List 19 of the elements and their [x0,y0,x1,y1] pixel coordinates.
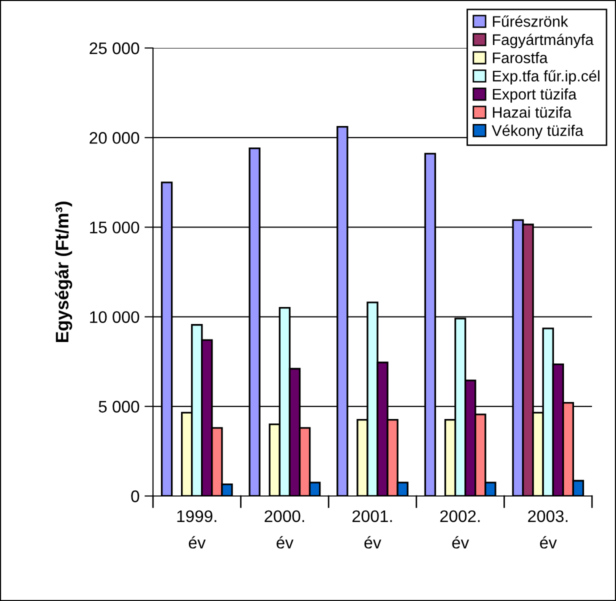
legend-label: Fűrészrönk [492,15,568,27]
y-tick-label: 15 000 [90,222,140,234]
legend-label: Exp.tfa fűr.ip.cél [492,70,600,84]
y-tick-label: 5 000 [98,400,140,413]
legend-label: Vékony tüzifa [492,124,584,140]
x-tick-label: 2000. év [264,510,304,549]
y-tick-label: 10 000 [90,311,140,324]
legend-label: Farostfa [492,52,548,64]
legend-label: Fagyártmányfa [492,34,594,48]
legend-label: Export tüzifa [492,88,577,103]
x-tick-label: 2002. év [440,510,480,549]
legend-label: Hazai tüzifa [492,106,572,118]
y-tick-label: 25 000 [90,42,140,54]
x-tick-label: 2001. év [352,510,392,549]
y-axis-title: Egységár (Ft/m³) [55,202,72,342]
y-tick-label: 0 [131,490,140,502]
y-tick-label: 20 000 [90,132,140,144]
x-tick-label: 1999. év [177,510,216,549]
x-tick-label: 2003. év [528,510,568,549]
